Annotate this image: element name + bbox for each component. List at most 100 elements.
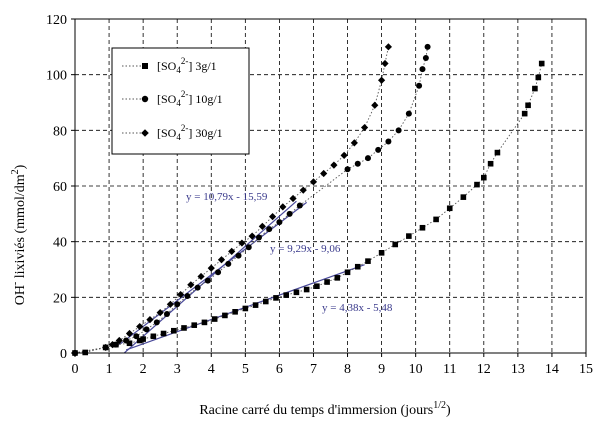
data-point-circle <box>405 110 412 117</box>
data-point-square <box>474 181 480 188</box>
data-point-diamond <box>258 222 266 230</box>
x-tick-label: 12 <box>477 362 491 377</box>
data-point-square <box>378 250 385 256</box>
x-tick-label: 5 <box>242 362 249 377</box>
legend-box <box>111 47 250 155</box>
data-point-diamond <box>309 178 318 186</box>
data-point-square <box>293 289 300 296</box>
data-point-square <box>419 224 426 231</box>
data-point-square <box>521 110 528 117</box>
y-tick-label: 120 <box>46 13 67 28</box>
data-point-square <box>126 340 133 347</box>
data-point-square <box>532 85 538 92</box>
data-point-square <box>222 312 228 319</box>
data-point-circle <box>123 337 130 344</box>
data-point-square <box>232 309 238 315</box>
fit-lines <box>118 200 365 354</box>
data-point-circle <box>424 43 431 50</box>
data-point-square <box>201 319 208 326</box>
data-point-diamond <box>177 290 185 299</box>
x-tick-label: 9 <box>378 362 385 377</box>
fit-equation: y = 10,79x - 15,59 <box>186 191 268 203</box>
fit-equation: y = 9,29x - 9,06 <box>270 243 341 255</box>
data-point-diamond <box>207 264 215 272</box>
data-point-diamond <box>320 169 328 178</box>
data-point-diamond <box>350 139 358 147</box>
y-axis-label-end: ) <box>13 164 28 169</box>
data-point-circle <box>225 260 232 267</box>
data-point-circle <box>375 146 382 153</box>
x-axis-label-text: Racine carré du temps d'immersion (jours <box>199 403 433 418</box>
data-point-square <box>283 292 290 298</box>
x-tick-label: 14 <box>545 362 559 377</box>
data-point-square <box>334 275 341 281</box>
y-axis-label-sup: - <box>10 282 21 285</box>
data-point-square <box>170 327 177 334</box>
x-tick-label: 4 <box>208 362 215 377</box>
data-point-square <box>406 233 412 239</box>
data-point-square <box>324 279 330 285</box>
data-point-diamond <box>146 316 154 324</box>
data-point-square <box>140 336 146 342</box>
data-point-circle <box>296 202 303 209</box>
data-point-diamond <box>115 336 123 345</box>
data-point-diamond <box>125 329 134 338</box>
legend-marker-diamond <box>141 129 149 137</box>
data-point-square <box>242 305 249 312</box>
data-point-diamond <box>217 256 226 264</box>
y-tick-label: 40 <box>53 236 67 251</box>
y-axis-label-rest: lixiviés (mmol/dm <box>13 174 28 281</box>
data-point-circle <box>416 82 423 89</box>
data-point-square <box>535 74 542 81</box>
x-tick-label: 11 <box>443 362 456 377</box>
x-tick-label: 7 <box>310 362 317 377</box>
data-point-diamond <box>279 203 287 211</box>
y-axis-label-text: OH <box>13 285 28 305</box>
data-point-circle <box>174 301 181 308</box>
data-points <box>71 43 545 357</box>
data-point-diamond <box>238 239 246 247</box>
data-point-diamond <box>289 194 297 203</box>
legend-marker-square <box>142 63 148 69</box>
legend-label: [SO42-] 10g/1 <box>157 89 223 108</box>
fit-equations: y = 10,79x - 15,59 y = 9,29x - 9,06 y = 4,… <box>186 191 393 314</box>
data-point-square <box>446 205 453 212</box>
data-point-circle <box>364 155 371 162</box>
y-axis-label: OH- lixiviés (mmol/dm2) <box>10 164 28 305</box>
data-point-diamond <box>197 272 205 281</box>
data-point-diamond <box>248 232 256 240</box>
data-point-square <box>525 102 531 109</box>
data-point-circle <box>266 226 273 233</box>
y-tick-label: 60 <box>53 180 67 195</box>
data-point-circle <box>344 166 351 173</box>
y-tick-label: 100 <box>46 69 67 84</box>
legend-label: [SO42-] 30g/1 <box>157 123 223 142</box>
data-point-diamond <box>299 186 307 194</box>
data-point-square <box>481 174 487 181</box>
x-axis-label-end: ) <box>446 403 451 418</box>
y-tick-label: 0 <box>60 347 67 362</box>
data-point-circle <box>385 138 392 145</box>
x-tick-label: 1 <box>106 362 113 377</box>
data-point-square <box>82 349 89 356</box>
data-point-diamond <box>156 309 164 317</box>
data-point-square <box>314 283 320 289</box>
data-point-diamond <box>228 247 236 256</box>
data-point-circle <box>276 219 283 226</box>
data-point-circle <box>184 292 191 299</box>
x-axis-label-sup: 1/2 <box>433 400 446 411</box>
data-point-diamond <box>371 101 379 109</box>
data-point-circle <box>215 269 222 276</box>
legend-label: [SO42-] 3g/1 <box>157 56 217 75</box>
x-tick-label: 15 <box>579 362 593 377</box>
data-point-circle <box>143 326 150 333</box>
data-point-diamond <box>166 300 174 308</box>
data-point-square <box>354 263 361 270</box>
fit-line <box>123 200 297 354</box>
data-point-diamond <box>381 59 389 68</box>
data-point-square <box>487 160 494 167</box>
data-point-square <box>494 149 501 156</box>
data-point-square <box>211 316 218 322</box>
